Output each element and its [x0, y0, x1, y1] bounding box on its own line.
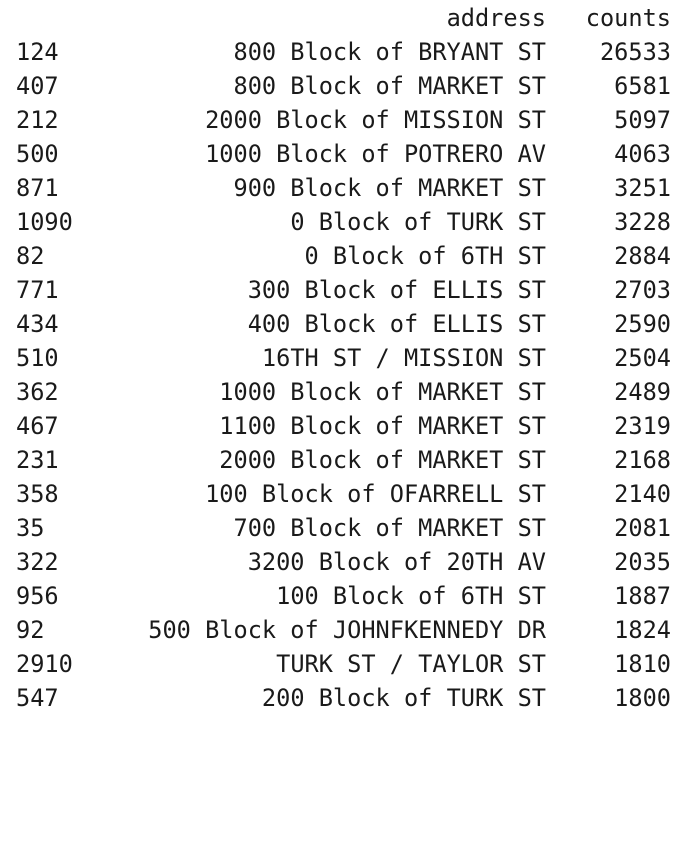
- row-index: 956: [16, 582, 59, 610]
- row-address: 100 Block of OFARRELL ST: [205, 480, 546, 508]
- table-header-row: address counts: [0, 1, 692, 35]
- row-counts: 2504: [614, 344, 671, 372]
- table-row: 124 800 Block of BRYANT ST 26533: [0, 35, 692, 69]
- table-row: 956 100 Block of 6TH ST 1887: [0, 579, 692, 613]
- column-header-counts: counts: [585, 4, 671, 32]
- row-index: 82: [16, 242, 45, 270]
- row-address: 800 Block of MARKET ST: [233, 72, 546, 100]
- row-index: 871: [16, 174, 59, 202]
- row-address: 800 Block of BRYANT ST: [233, 38, 546, 66]
- row-counts: 2590: [614, 310, 671, 338]
- table-row: 35 700 Block of MARKET ST 2081: [0, 511, 692, 545]
- row-address: 100 Block of 6TH ST: [276, 582, 546, 610]
- row-counts: 1800: [614, 684, 671, 712]
- row-index: 1090: [16, 208, 73, 236]
- table-row: 771 300 Block of ELLIS ST 2703: [0, 273, 692, 307]
- row-counts: 2489: [614, 378, 671, 406]
- row-counts: 2703: [614, 276, 671, 304]
- row-index: 231: [16, 446, 59, 474]
- row-index: 2910: [16, 650, 73, 678]
- row-address: 0 Block of 6TH ST: [304, 242, 546, 270]
- row-counts: 1824: [614, 616, 671, 644]
- row-counts: 1810: [614, 650, 671, 678]
- table-row: 212 2000 Block of MISSION ST 5097: [0, 103, 692, 137]
- table-row: 500 1000 Block of POTRERO AV 4063: [0, 137, 692, 171]
- row-counts: 5097: [614, 106, 671, 134]
- table-row: 358 100 Block of OFARRELL ST 2140: [0, 477, 692, 511]
- row-counts: 3228: [614, 208, 671, 236]
- row-address: 0 Block of TURK ST: [290, 208, 546, 236]
- table-row: 547 200 Block of TURK ST 1800: [0, 681, 692, 715]
- table-row: 434 400 Block of ELLIS ST 2590: [0, 307, 692, 341]
- row-address: 200 Block of TURK ST: [261, 684, 546, 712]
- row-address: 300 Block of ELLIS ST: [247, 276, 546, 304]
- row-address: 900 Block of MARKET ST: [233, 174, 546, 202]
- row-index: 92: [16, 616, 45, 644]
- row-address: 3200 Block of 20TH AV: [247, 548, 546, 576]
- row-counts: 26533: [599, 38, 671, 66]
- row-index: 35: [16, 514, 45, 542]
- row-index: 434: [16, 310, 59, 338]
- table-row: 231 2000 Block of MARKET ST 2168: [0, 443, 692, 477]
- row-index: 362: [16, 378, 59, 406]
- row-counts: 4063: [614, 140, 671, 168]
- row-index: 124: [16, 38, 59, 66]
- table-row: 92 500 Block of JOHNFKENNEDY DR 1824: [0, 613, 692, 647]
- row-index: 212: [16, 106, 59, 134]
- row-address: 1000 Block of POTRERO AV: [205, 140, 546, 168]
- row-index: 771: [16, 276, 59, 304]
- row-address: 2000 Block of MISSION ST: [205, 106, 546, 134]
- table-row: 510 16TH ST / MISSION ST 2504: [0, 341, 692, 375]
- row-index: 510: [16, 344, 59, 372]
- row-index: 322: [16, 548, 59, 576]
- row-index: 358: [16, 480, 59, 508]
- table-row: 322 3200 Block of 20TH AV 2035: [0, 545, 692, 579]
- row-counts: 2035: [614, 548, 671, 576]
- row-address: 1000 Block of MARKET ST: [219, 378, 546, 406]
- row-counts: 3251: [614, 174, 671, 202]
- column-header-address: address: [446, 4, 546, 32]
- row-address: 16TH ST / MISSION ST: [261, 344, 546, 372]
- row-index: 547: [16, 684, 59, 712]
- row-address: 700 Block of MARKET ST: [233, 514, 546, 542]
- table-row: 871 900 Block of MARKET ST 3251: [0, 171, 692, 205]
- row-index: 467: [16, 412, 59, 440]
- row-address: 500 Block of JOHNFKENNEDY DR: [148, 616, 546, 644]
- table-row: 467 1100 Block of MARKET ST 2319: [0, 409, 692, 443]
- row-index: 500: [16, 140, 59, 168]
- row-counts: 1887: [614, 582, 671, 610]
- row-index: 407: [16, 72, 59, 100]
- row-address: 2000 Block of MARKET ST: [219, 446, 546, 474]
- row-counts: 2081: [614, 514, 671, 542]
- row-address: 1100 Block of MARKET ST: [219, 412, 546, 440]
- row-address: TURK ST / TAYLOR ST: [276, 650, 546, 678]
- row-counts: 2140: [614, 480, 671, 508]
- table-row: 1090 0 Block of TURK ST 3228: [0, 205, 692, 239]
- row-counts: 2884: [614, 242, 671, 270]
- row-counts: 2168: [614, 446, 671, 474]
- table-row: 2910 TURK ST / TAYLOR ST 1810: [0, 647, 692, 681]
- row-address: 400 Block of ELLIS ST: [247, 310, 546, 338]
- table-row: 407 800 Block of MARKET ST 6581: [0, 69, 692, 103]
- table-row: 82 0 Block of 6TH ST 2884: [0, 239, 692, 273]
- table-row: 362 1000 Block of MARKET ST 2489: [0, 375, 692, 409]
- row-counts: 2319: [614, 412, 671, 440]
- row-counts: 6581: [614, 72, 671, 100]
